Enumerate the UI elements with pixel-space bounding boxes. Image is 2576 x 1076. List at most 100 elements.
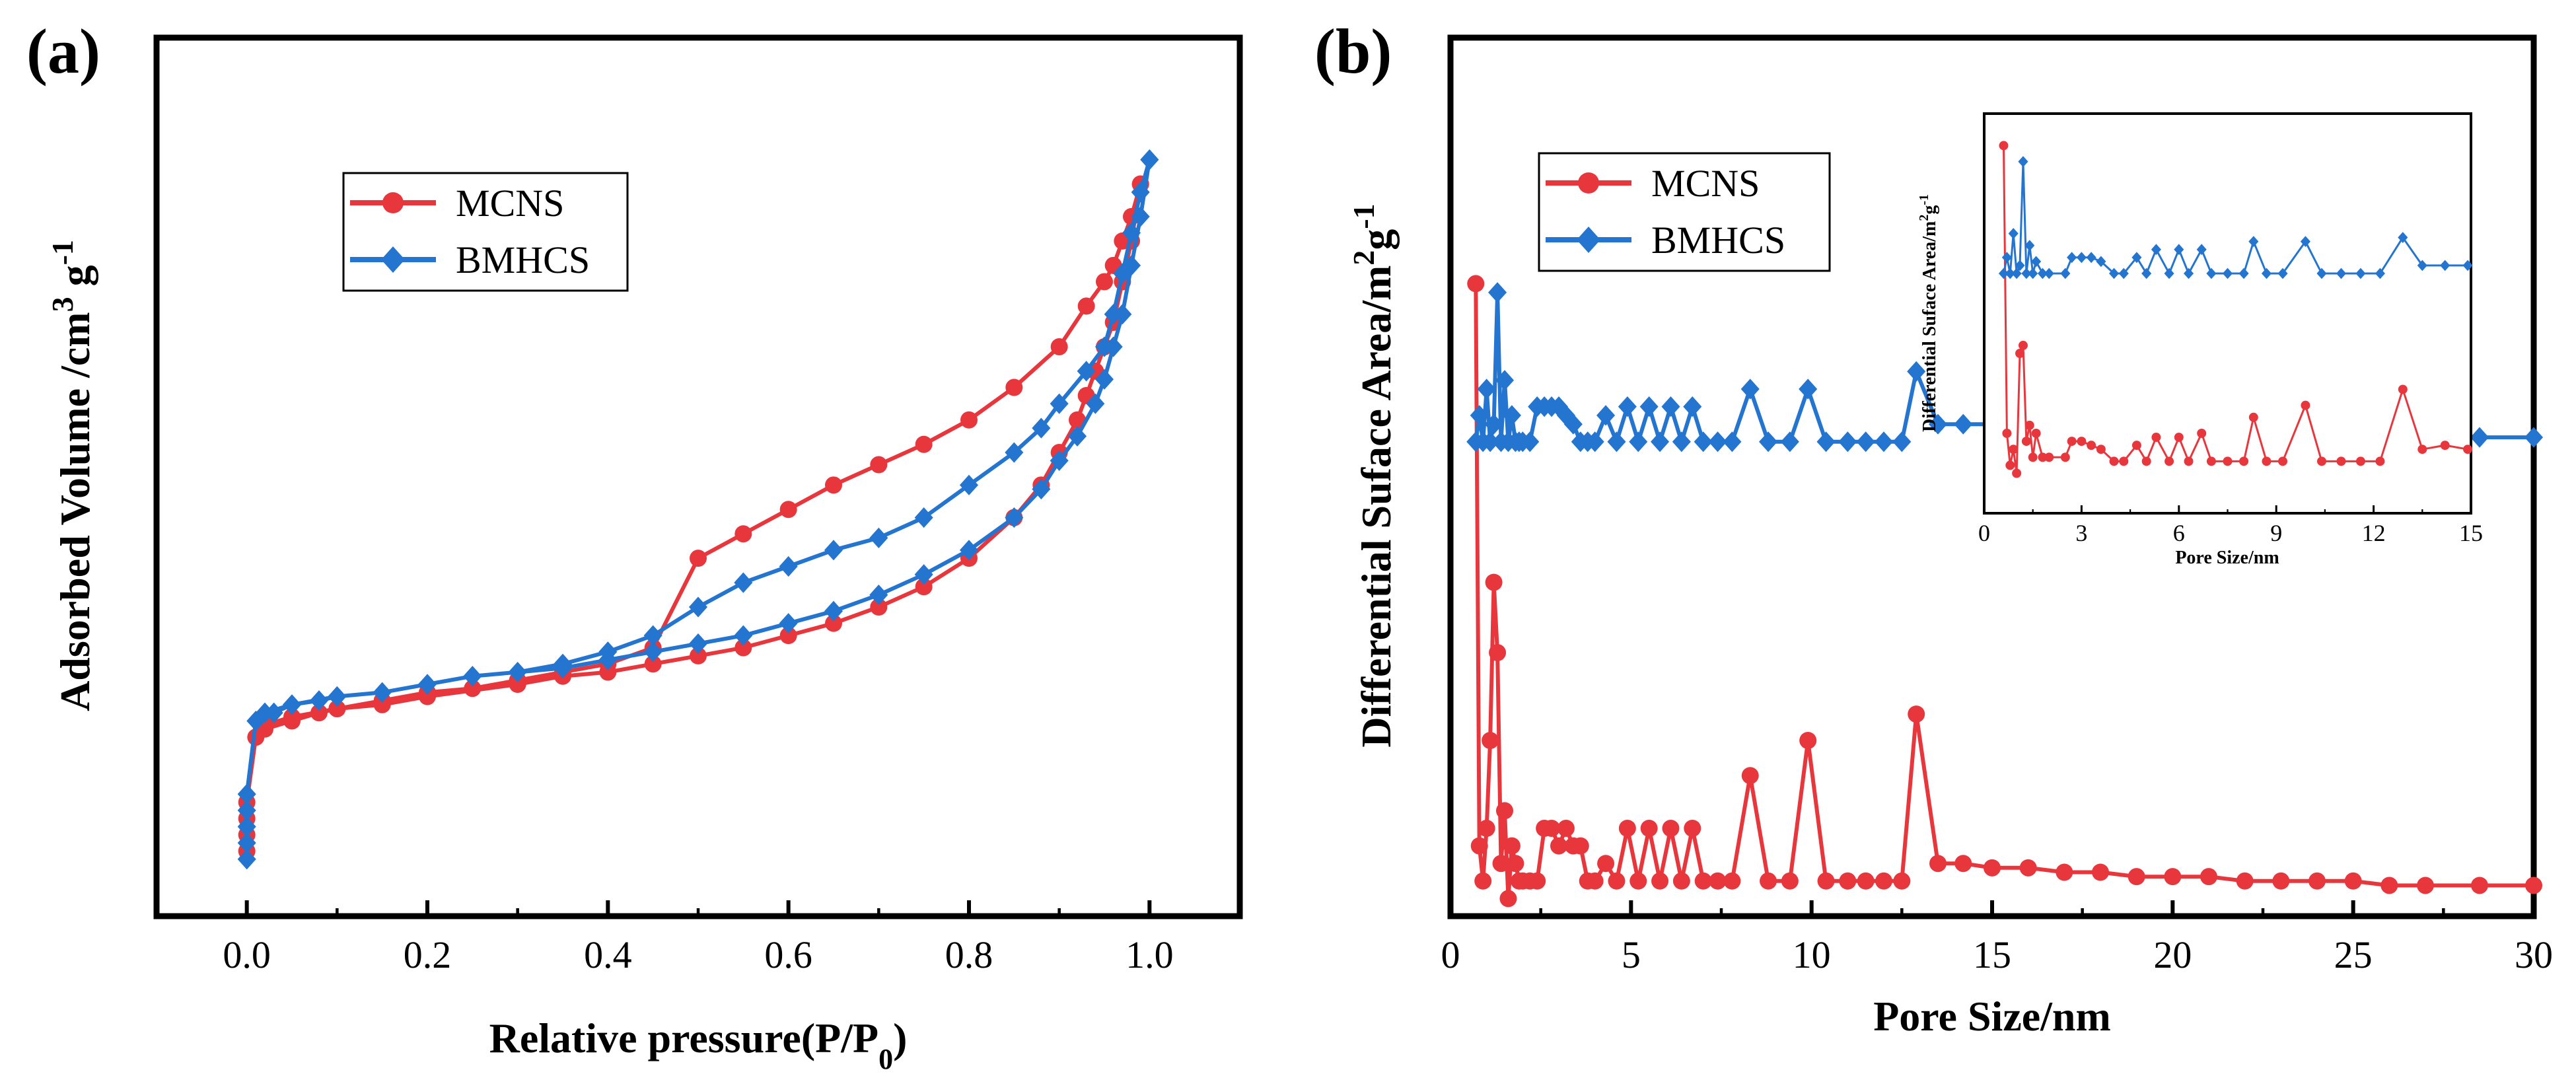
- data-point-bmhcs: [2086, 252, 2096, 264]
- data-point-mcns: [1005, 378, 1023, 396]
- data-point-mcns: [2009, 445, 2019, 454]
- data-point-bmhcs: [1683, 396, 1702, 417]
- data-point-mcns: [2151, 433, 2161, 443]
- data-point-bmhcs: [2174, 244, 2184, 256]
- data-point-mcns: [2184, 456, 2194, 466]
- data-point-mcns: [2077, 437, 2087, 447]
- x-tick-label: 15: [2459, 520, 2483, 546]
- legend-b: MCNS BMHCS: [1538, 152, 1831, 272]
- data-point-bmhcs: [2024, 240, 2035, 252]
- data-point-mcns: [2440, 441, 2450, 450]
- x-tick-label: 0.6: [764, 933, 812, 976]
- x-tick-label: 20: [2153, 933, 2192, 976]
- data-point-bmhcs: [1481, 431, 1500, 452]
- data-point-bmhcs: [1629, 431, 1648, 452]
- data-point-bmhcs: [2028, 268, 2038, 279]
- data-point-bmhcs: [643, 625, 662, 646]
- data-point-bmhcs: [237, 816, 256, 838]
- legend-label-mcns-a: MCNS: [456, 182, 564, 225]
- data-point-mcns: [1799, 732, 1817, 749]
- data-point-bmhcs: [1780, 431, 1799, 452]
- data-point-mcns: [2417, 877, 2434, 894]
- data-point-bmhcs: [1032, 417, 1051, 439]
- data-point-mcns: [2060, 452, 2070, 462]
- x-tick-label: 0.0: [223, 933, 271, 976]
- x-tick-label: 0: [1978, 520, 1990, 546]
- y-axis-title-a: Adsorbed Volume /cm3 g-1: [46, 240, 99, 711]
- data-point-mcns: [2021, 437, 2031, 447]
- data-point-mcns: [779, 501, 797, 519]
- data-point-mcns: [1474, 872, 1492, 890]
- data-point-mcns: [1557, 820, 1575, 837]
- x-tick-label: 12: [2362, 520, 2386, 546]
- data-point-mcns: [2417, 445, 2427, 454]
- data-point-bmhcs: [1928, 413, 1948, 435]
- legend-a: MCNS BMHCS: [342, 172, 629, 292]
- data-point-mcns: [2128, 868, 2145, 886]
- x-tick-label: 15: [1973, 933, 2011, 976]
- data-point-mcns: [2236, 872, 2254, 890]
- data-point-bmhcs: [2196, 244, 2207, 256]
- data-point-bmhcs: [2300, 236, 2310, 247]
- data-point-mcns: [1492, 855, 1510, 873]
- data-point-mcns: [1597, 855, 1615, 873]
- data-point-mcns: [1709, 872, 1727, 890]
- data-point-mcns: [2206, 456, 2216, 466]
- data-point-mcns: [734, 639, 752, 657]
- data-point-bmhcs: [1907, 361, 1926, 382]
- data-point-mcns: [690, 647, 707, 664]
- data-point-bmhcs: [2131, 252, 2142, 264]
- x-tick-label: 1.0: [1126, 933, 1174, 976]
- data-point-bmhcs: [1874, 431, 1894, 452]
- data-point-bmhcs: [2183, 268, 2194, 279]
- x-tick-label: 25: [2334, 933, 2373, 976]
- data-point-bmhcs: [1639, 396, 1659, 417]
- data-point-bmhcs: [1484, 413, 1503, 435]
- data-point-bmhcs: [282, 694, 302, 715]
- data-point-mcns: [1482, 732, 1499, 749]
- data-point-bmhcs: [2096, 256, 2106, 268]
- data-point-bmhcs: [2021, 268, 2032, 279]
- data-point-bmhcs: [2118, 268, 2129, 279]
- data-point-mcns: [1629, 872, 1647, 890]
- data-point-mcns: [2018, 340, 2028, 350]
- data-point-bmhcs: [643, 641, 662, 663]
- data-point-mcns: [1781, 872, 1799, 890]
- plot-frame-a: [153, 34, 1243, 919]
- data-point-mcns: [2380, 877, 2398, 894]
- data-point-mcns: [2109, 456, 2119, 466]
- x-ticks-a: 0.0 0.2 0.4 0.6 0.8 1.0: [223, 900, 1174, 976]
- data-point-mcns: [870, 456, 888, 474]
- data-point-bmhcs: [237, 783, 256, 805]
- data-point-mcns: [2463, 445, 2473, 454]
- data-point-bmhcs: [1585, 431, 1604, 452]
- data-point-bmhcs: [2261, 268, 2272, 279]
- data-point-bmhcs: [2031, 256, 2042, 268]
- data-point-mcns: [2308, 872, 2326, 890]
- data-point-bmhcs: [914, 507, 933, 528]
- data-point-bmhcs: [1694, 431, 1713, 452]
- data-point-bmhcs: [1495, 370, 1515, 391]
- data-point-bmhcs: [2008, 228, 2019, 239]
- data-point-mcns: [2067, 437, 2077, 447]
- data-point-bmhcs: [1998, 268, 2009, 279]
- data-point-bmhcs: [779, 556, 798, 577]
- data-point-bmhcs: [688, 633, 708, 655]
- data-point-bmhcs: [1856, 431, 1875, 452]
- data-point-mcns: [825, 476, 842, 494]
- data-point-bmhcs: [1005, 507, 1024, 528]
- data-point-bmhcs: [1104, 304, 1123, 325]
- data-point-mcns: [1618, 820, 1636, 837]
- data-point-bmhcs: [1723, 431, 1742, 452]
- data-point-bmhcs: [1077, 361, 1096, 382]
- data-point-bmhcs: [1549, 396, 1569, 417]
- x-tick-label: 3: [2075, 520, 2087, 546]
- data-point-bmhcs: [824, 600, 843, 622]
- data-point-bmhcs: [1521, 431, 1540, 452]
- data-point-bmhcs: [734, 572, 753, 593]
- data-point-bmhcs: [2005, 268, 2015, 279]
- data-point-bmhcs: [328, 686, 347, 707]
- data-point-bmhcs: [508, 661, 527, 683]
- data-point-bmhcs: [1470, 405, 1489, 426]
